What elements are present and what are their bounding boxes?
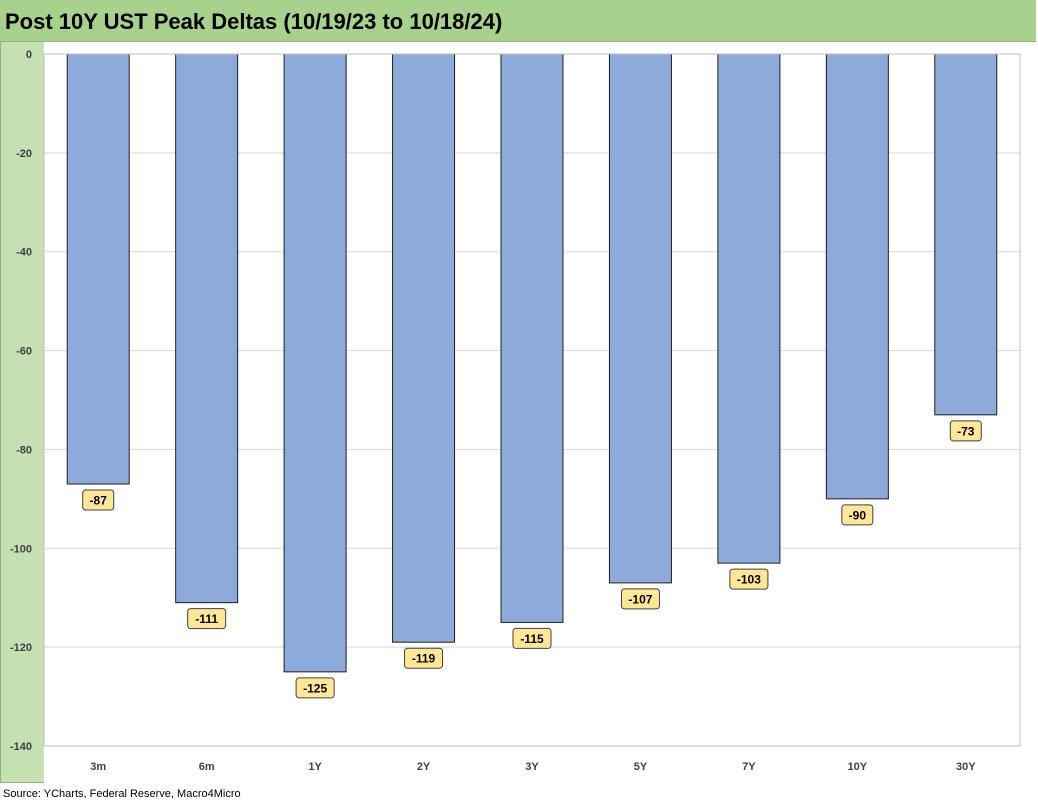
x-tick-label: 6m xyxy=(199,761,215,773)
x-tick-label: 3Y xyxy=(525,761,539,773)
data-label: -73 xyxy=(957,424,975,438)
bar xyxy=(66,53,130,485)
data-label-box xyxy=(729,568,769,590)
title-bar: Post 10Y UST Peak Deltas (10/19/23 to 10… xyxy=(0,0,1036,42)
bar xyxy=(392,53,456,643)
x-tick-label: 10Y xyxy=(848,761,868,773)
data-label-box xyxy=(82,489,115,511)
x-tick-label: 3m xyxy=(90,761,106,773)
data-label-box xyxy=(620,588,660,610)
data-label-box xyxy=(404,647,444,669)
y-tick-label: -100 xyxy=(10,543,32,555)
data-label: -87 xyxy=(90,494,108,508)
bar xyxy=(608,53,672,584)
data-label-box xyxy=(841,504,874,526)
bar xyxy=(825,53,889,500)
y-tick-label: -140 xyxy=(10,741,32,753)
y-tick-label: -80 xyxy=(16,444,32,456)
y-tick-label: -60 xyxy=(16,346,32,358)
bar-chart: 0 -20 -40 -60 -80 -100 -120 -140 -87 3m -111 6m -125… xyxy=(10,49,1021,773)
x-tick-label: 7Y xyxy=(742,761,756,773)
x-tick-label: 2Y xyxy=(417,761,431,773)
y-tick-label: -120 xyxy=(10,642,32,654)
source-note: Source: YCharts, Federal Reserve, Macro4… xyxy=(3,788,241,800)
y-tick-label: 0 xyxy=(26,49,32,61)
data-label: -111 xyxy=(195,612,218,626)
y-tick-label: -40 xyxy=(16,247,32,259)
data-label-box xyxy=(949,420,982,442)
data-label: -107 xyxy=(628,592,652,606)
bar xyxy=(500,53,564,623)
x-tick-label: 1Y xyxy=(308,761,322,773)
data-label: -103 xyxy=(737,573,761,587)
data-label: -119 xyxy=(412,652,436,666)
bar xyxy=(283,53,347,673)
bar xyxy=(934,53,998,416)
bar xyxy=(175,53,239,604)
data-label-box xyxy=(512,627,552,649)
data-label: -90 xyxy=(849,508,867,522)
data-label-box xyxy=(295,677,335,699)
chart-title: Post 10Y UST Peak Deltas (10/19/23 to 10… xyxy=(5,9,503,34)
x-tick-label: 5Y xyxy=(634,761,648,773)
x-tick-label: 30Y xyxy=(956,761,976,773)
data-label: -115 xyxy=(520,632,544,646)
y-tick-label: -20 xyxy=(16,148,32,160)
data-label: -125 xyxy=(303,681,327,695)
data-label-box xyxy=(187,608,227,630)
bar xyxy=(717,53,781,564)
